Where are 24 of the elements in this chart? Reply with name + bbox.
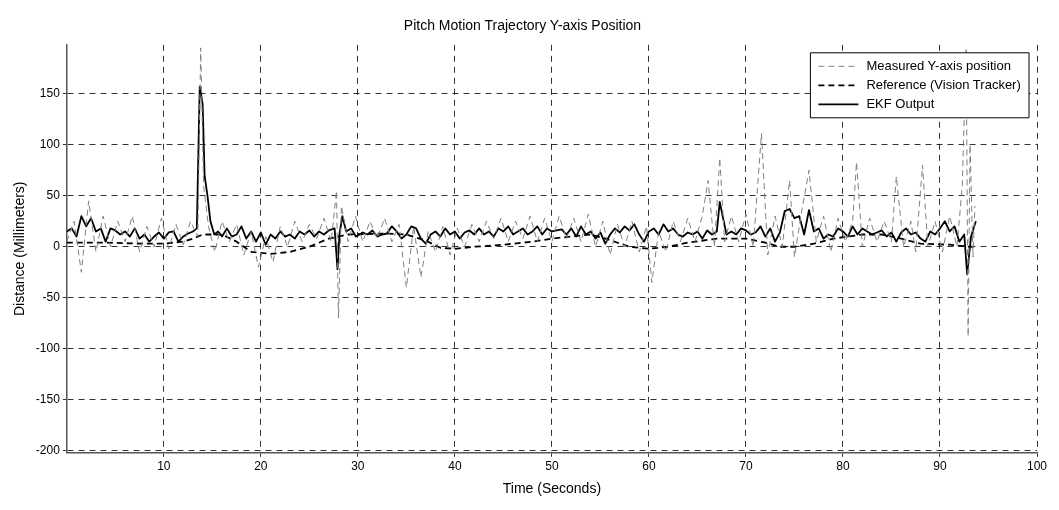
y-tick-label: -50 [42,290,61,305]
legend-label: EKF Output [866,95,935,111]
y-tick-label: 0 [53,239,61,254]
x-tick-label: 50 [545,459,559,474]
x-tick-label: 70 [739,459,753,474]
y-axis-title: Distance (Millimeters) [11,181,28,317]
y-tick-label: 50 [46,188,61,203]
y-tick-label: 100 [39,137,61,152]
x-tick-label: 10 [157,459,171,474]
x-tick-label: 100 [1026,459,1048,474]
chart-title: Pitch Motion Trajectory Y-axis Position [403,17,642,34]
y-tick-label: -200 [35,443,61,458]
legend-label: Measured Y-axis position [866,57,1011,73]
x-tick-label: 90 [933,459,947,474]
x-tick-label: 30 [351,459,365,474]
y-tick-label: -150 [35,392,61,407]
legend-label: Reference (Vision Tracker) [866,76,1021,92]
y-tick-label: -100 [35,341,61,356]
x-tick-label: 40 [448,459,462,474]
y-tick-label: 150 [39,86,61,101]
x-tick-label: 20 [254,459,268,474]
x-axis-title: Time (Seconds) [502,480,602,497]
x-tick-label: 60 [642,459,656,474]
x-tick-label: 80 [836,459,850,474]
